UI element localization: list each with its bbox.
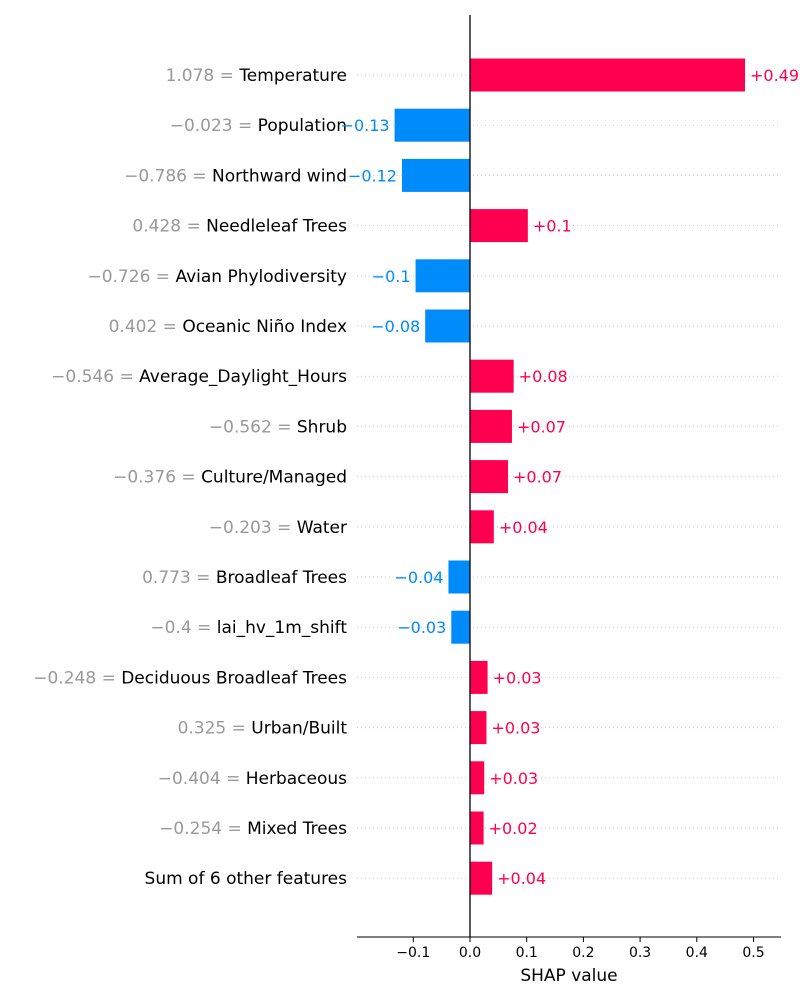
x-tick-label-4: 0.3	[629, 945, 651, 961]
bar-7	[470, 409, 512, 443]
feature-value-0: 1.078 =	[166, 66, 240, 86]
feature-label-8: −0.376 = Culture/Managed	[113, 468, 347, 488]
x-tick-label-1: 0.0	[459, 945, 481, 961]
x-tick-label-2: 0.1	[516, 945, 538, 961]
bar-5	[425, 309, 470, 343]
bar-11	[451, 610, 470, 644]
x-axis-label: SHAP value	[520, 966, 617, 986]
value-label-14: +0.03	[489, 769, 538, 788]
feature-name-8: Culture/Managed	[201, 468, 347, 488]
feature-value-3: 0.428 =	[132, 217, 206, 237]
bar-12	[470, 660, 488, 694]
feature-value-13: 0.325 =	[178, 719, 252, 739]
feature-value-9: −0.203 =	[209, 518, 297, 538]
feature-value-15: −0.254 =	[159, 819, 247, 839]
x-axis: SHAP value −0.1 0.0 0.1 0.2 0.3 0.4 0.5	[357, 15, 781, 986]
feature-label-7: −0.562 = Shrub	[209, 417, 347, 437]
value-label-10: −0.04	[394, 568, 443, 587]
value-label-7: +0.07	[517, 417, 566, 436]
bar-14	[470, 761, 485, 795]
x-tick-label-5: 0.4	[686, 945, 708, 961]
feature-name-11: lai_hv_1m_shift	[217, 618, 348, 638]
feature-label-16: Sum of 6 other features	[145, 869, 348, 889]
feature-label-15: −0.254 = Mixed Trees	[159, 819, 347, 839]
feature-value-2: −0.786 =	[124, 166, 212, 186]
x-tick-label-0: −0.1	[396, 945, 430, 961]
feature-label-11: −0.4 = lai_hv_1m_shift	[150, 618, 347, 638]
feature-label-10: 0.773 = Broadleaf Trees	[142, 568, 347, 588]
value-label-16: +0.04	[497, 869, 546, 888]
value-label-0: +0.49	[750, 66, 799, 85]
bar-2	[401, 158, 470, 192]
bar-3	[470, 209, 528, 243]
value-label-1: −0.13	[341, 116, 390, 135]
bar-8	[470, 460, 508, 494]
x-tick-label-6: 0.5	[742, 945, 764, 961]
feature-label-12: −0.248 = Deciduous Broadleaf Trees	[33, 668, 347, 688]
feature-name-3: Needleleaf Trees	[206, 217, 347, 237]
bars	[394, 58, 745, 895]
feature-name-10: Broadleaf Trees	[216, 568, 347, 588]
feature-value-7: −0.562 =	[209, 417, 297, 437]
value-label-6: +0.08	[519, 367, 568, 386]
feature-name-16: Sum of 6 other features	[145, 869, 348, 889]
value-label-4: −0.1	[372, 267, 411, 286]
bar-6	[470, 359, 514, 393]
feature-name-9: Water	[297, 518, 347, 538]
feature-name-7: Shrub	[297, 417, 347, 437]
x-tick-label-3: 0.2	[572, 945, 594, 961]
feature-label-0: 1.078 = Temperature	[166, 66, 347, 86]
feature-label-2: −0.786 = Northward wind	[124, 166, 347, 186]
bar-0	[470, 58, 745, 92]
value-label-12: +0.03	[493, 668, 542, 687]
feature-name-0: Temperature	[238, 66, 347, 86]
feature-label-6: −0.546 = Average_Daylight_Hours	[51, 367, 347, 387]
bar-4	[415, 259, 470, 293]
feature-label-5: 0.402 = Oceanic Niño Index	[109, 317, 347, 337]
value-label-8: +0.07	[513, 468, 562, 487]
feature-name-5: Oceanic Niño Index	[182, 317, 347, 337]
bar-16	[470, 861, 493, 895]
feature-value-12: −0.248 =	[33, 668, 121, 688]
bar-13	[470, 711, 487, 745]
feature-name-13: Urban/Built	[251, 719, 347, 739]
feature-name-4: Avian Phylodiversity	[175, 267, 347, 287]
value-label-2: −0.12	[348, 166, 397, 185]
feature-label-13: 0.325 = Urban/Built	[178, 719, 348, 739]
feature-value-4: −0.726 =	[87, 267, 175, 287]
feature-name-2: Northward wind	[212, 166, 347, 186]
feature-label-4: −0.726 = Avian Phylodiversity	[87, 267, 347, 287]
feature-label-9: −0.203 = Water	[209, 518, 347, 538]
bar-10	[448, 560, 470, 594]
value-labels: +0.49 −0.13 −0.12 +0.1 −0.1 −0.08 +0.08 +0.07 +0…	[341, 66, 799, 888]
feature-value-1: −0.023 =	[170, 116, 258, 136]
feature-name-12: Deciduous Broadleaf Trees	[121, 668, 347, 688]
grid-lines	[357, 74, 781, 879]
value-label-9: +0.04	[499, 518, 548, 537]
feature-value-14: −0.404 =	[158, 769, 246, 789]
value-label-3: +0.1	[533, 217, 572, 236]
feature-labels: 1.078 = Temperature−0.023 = Population−0…	[33, 66, 347, 889]
feature-value-6: −0.546 =	[51, 367, 139, 387]
value-label-13: +0.03	[491, 719, 540, 738]
feature-name-6: Average_Daylight_Hours	[139, 367, 347, 387]
feature-value-10: 0.773 =	[142, 568, 216, 588]
feature-value-8: −0.376 =	[113, 468, 201, 488]
feature-name-14: Herbaceous	[246, 769, 347, 789]
feature-value-11: −0.4 =	[150, 618, 216, 638]
feature-value-5: 0.402 =	[109, 317, 183, 337]
feature-label-1: −0.023 = Population	[170, 116, 347, 136]
feature-label-14: −0.404 = Herbaceous	[158, 769, 347, 789]
feature-name-15: Mixed Trees	[247, 819, 347, 839]
bar-15	[470, 811, 484, 845]
feature-label-3: 0.428 = Needleleaf Trees	[132, 217, 347, 237]
value-label-15: +0.02	[489, 819, 538, 838]
value-label-11: −0.03	[397, 618, 446, 637]
bar-1	[394, 108, 470, 142]
feature-name-1: Population	[258, 116, 347, 136]
value-label-5: −0.08	[371, 317, 420, 336]
bar-9	[470, 510, 494, 544]
